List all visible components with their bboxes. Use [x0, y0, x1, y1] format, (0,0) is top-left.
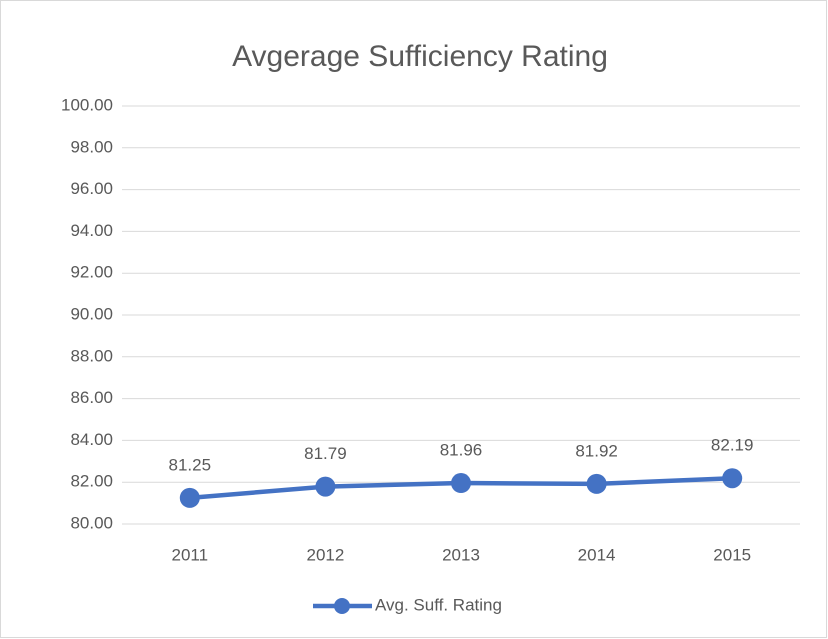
chart-title: Avgerage Sufficiency Rating [232, 40, 608, 73]
legend-label: Avg. Suff. Rating [375, 595, 502, 614]
data-point [451, 473, 471, 494]
data-point [179, 487, 200, 508]
y-tick-label: 98.00 [70, 137, 113, 156]
y-tick-label: 84.00 [70, 430, 113, 449]
data-label: 81.92 [575, 441, 618, 460]
data-label: 82.19 [711, 436, 754, 455]
x-tick-label: 2012 [306, 545, 344, 564]
data-label: 81.96 [440, 441, 483, 460]
y-tick-label: 100.00 [61, 95, 113, 114]
x-tick-label: 2013 [442, 545, 480, 564]
y-tick-label: 82.00 [70, 472, 113, 491]
y-tick-label: 94.00 [70, 221, 113, 240]
data-point [722, 468, 743, 489]
y-tick-label: 80.00 [70, 513, 113, 532]
data-label: 81.25 [169, 455, 212, 474]
y-tick-label: 88.00 [70, 346, 113, 365]
y-tick-label: 90.00 [70, 304, 113, 323]
data-point [586, 473, 607, 494]
x-tick-label: 2014 [578, 545, 616, 564]
x-tick-label: 2015 [713, 545, 751, 564]
legend-marker [334, 598, 350, 614]
x-tick-label: 2011 [172, 545, 209, 564]
data-point [315, 476, 336, 497]
y-tick-label: 86.00 [70, 388, 113, 407]
y-tick-label: 92.00 [70, 263, 113, 282]
data-label: 81.79 [304, 444, 347, 463]
y-tick-label: 96.00 [70, 179, 113, 198]
